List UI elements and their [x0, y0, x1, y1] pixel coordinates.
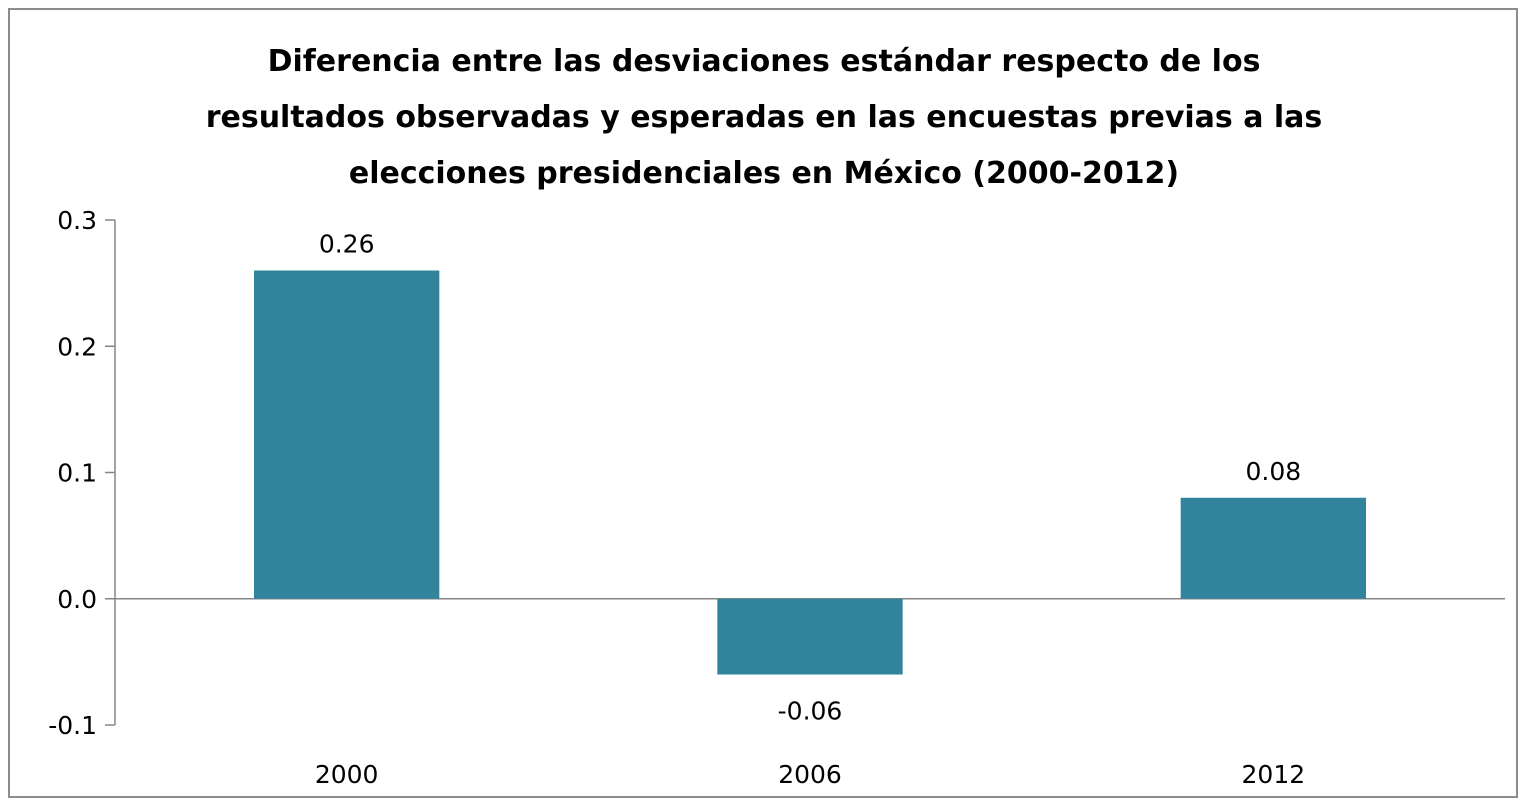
chart-title-line-2: resultados observadas y esperadas en las…	[205, 100, 1323, 135]
y-tick-label: 0.3	[57, 206, 97, 235]
x-category-label-2012: 2012	[1242, 760, 1306, 789]
chart-title-line-3: elecciones presidenciales en México (200…	[348, 156, 1180, 191]
y-tick-label: 0.1	[57, 459, 97, 488]
y-tick-label: -0.1	[48, 711, 97, 740]
bar-2012	[1180, 497, 1366, 599]
y-tick-label: 0.2	[57, 332, 97, 361]
bar-2006	[717, 598, 903, 675]
y-tick-label: 0.0	[57, 585, 97, 614]
data-label-2012: 0.08	[1245, 457, 1301, 486]
data-label-2006: -0.06	[778, 697, 843, 726]
bar-2000	[254, 270, 440, 599]
x-category-label-2006: 2006	[778, 760, 842, 789]
chart-title-line-1: Diferencia entre las desviaciones estánd…	[267, 44, 1261, 79]
x-category-label-2000: 2000	[315, 760, 379, 789]
data-label-2000: 0.26	[319, 230, 375, 259]
chart-title: Diferencia entre las desviaciones estánd…	[0, 34, 1528, 202]
